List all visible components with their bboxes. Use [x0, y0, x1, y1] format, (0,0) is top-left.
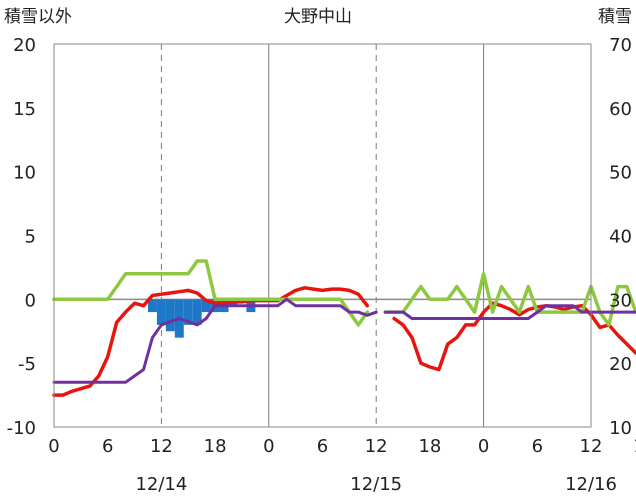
- left-tick-label: -5: [18, 354, 36, 375]
- right-tick-label: 40: [609, 227, 632, 248]
- x-tick-label: 0: [478, 436, 489, 457]
- left-axis-label: 積雪以外: [4, 7, 72, 27]
- snow-bar: [165, 299, 175, 332]
- right-tick-label: 70: [609, 35, 632, 56]
- series-line-3: [52, 297, 636, 384]
- left-tick-label: 15: [13, 99, 36, 120]
- x-tick-label: 0: [263, 436, 274, 457]
- left-tick-label: -10: [7, 418, 36, 439]
- x-tick-label: 18: [204, 436, 227, 457]
- series-line-1: [52, 286, 636, 397]
- right-tick-label: 10: [609, 418, 632, 439]
- snow-bar: [201, 299, 211, 313]
- right-axis-label: 積雪: [598, 7, 632, 27]
- right-tick-label: 20: [609, 354, 632, 375]
- date-label: 12/15: [350, 474, 402, 495]
- snow-bar: [183, 299, 193, 325]
- x-tick-label: 18: [418, 436, 441, 457]
- date-label: 12/16: [565, 474, 617, 495]
- right-tick-label: 30: [609, 290, 632, 311]
- x-tick-label: 6: [532, 436, 543, 457]
- x-tick-label: 12: [365, 436, 388, 457]
- left-tick-label: 5: [25, 227, 36, 248]
- left-tick-label: 20: [13, 35, 36, 56]
- snow-bar: [192, 299, 202, 325]
- left-tick-label: 10: [13, 163, 36, 184]
- snow-bar: [156, 299, 166, 325]
- series-line-2: [52, 259, 636, 327]
- plot-frame: [53, 43, 592, 428]
- right-tick-label: 60: [609, 99, 632, 120]
- x-tick-label: 18: [633, 436, 636, 457]
- x-tick-label: 6: [102, 436, 113, 457]
- x-tick-label: 12: [580, 436, 603, 457]
- x-tick-label: 6: [317, 436, 328, 457]
- date-label: 12/14: [135, 474, 187, 495]
- x-tick-label: 0: [48, 436, 59, 457]
- grid: [54, 44, 592, 427]
- chart-title: 大野中山: [284, 7, 352, 27]
- left-tick-label: 0: [25, 290, 36, 311]
- snow-bar: [147, 299, 157, 313]
- x-tick-label: 12: [150, 436, 173, 457]
- series-lines: [52, 259, 636, 397]
- right-tick-label: 50: [609, 163, 632, 184]
